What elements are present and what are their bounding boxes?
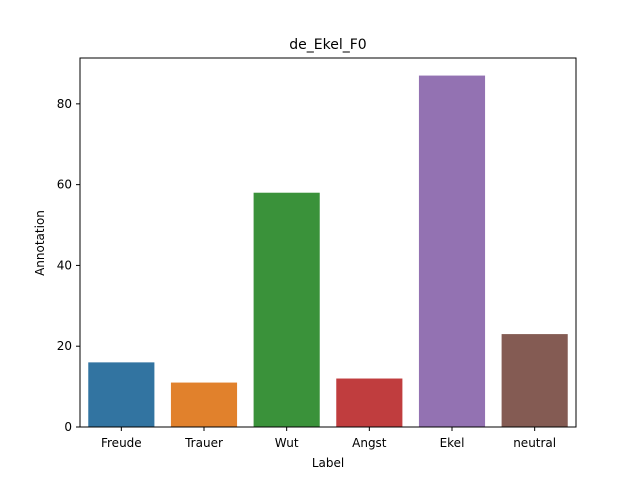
- bar-ekel: [418, 75, 486, 428]
- x-tick-label: neutral: [513, 436, 556, 450]
- x-tick-label: Wut: [275, 436, 299, 450]
- plot-frame: [79, 57, 577, 428]
- x-tick-label: Ekel: [440, 436, 465, 450]
- bar-wut: [253, 192, 320, 427]
- y-axis: 0 20 40 60 80: [57, 97, 80, 434]
- chart-title: de_Ekel_F0: [289, 37, 366, 53]
- bars-group: [88, 75, 568, 428]
- x-tick-label: Freude: [101, 436, 142, 450]
- x-axis-label: Label: [312, 456, 344, 470]
- x-tick-label: Angst: [352, 436, 387, 450]
- x-axis: Freude Trauer Wut Angst Ekel neutral: [101, 427, 556, 450]
- x-tick-label: Trauer: [184, 436, 223, 450]
- y-tick-label: 20: [57, 339, 72, 353]
- y-tick-label: 0: [64, 420, 72, 434]
- y-tick-label: 40: [57, 258, 72, 272]
- bar-freude: [88, 362, 155, 427]
- y-axis-label: Annotation: [33, 210, 47, 276]
- bar-angst: [336, 378, 403, 427]
- bar-trauer: [170, 382, 238, 427]
- y-tick-label: 60: [57, 178, 72, 192]
- bar-neutral: [501, 334, 568, 427]
- y-tick-label: 80: [57, 97, 72, 111]
